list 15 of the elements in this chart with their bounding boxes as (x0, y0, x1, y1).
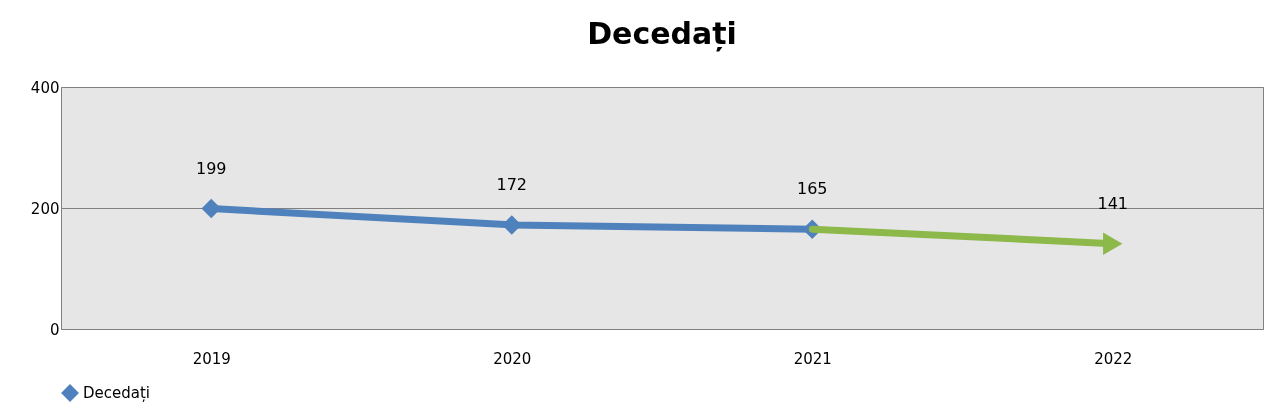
x-tick-label: 2022 (1094, 349, 1133, 368)
x-tick-label: 2020 (493, 349, 532, 368)
data-label: 141 (1097, 193, 1129, 213)
y-tick-label: 0 (49, 320, 60, 339)
chart-title: Decedați (587, 16, 737, 52)
point (201, 198, 221, 219)
point (502, 215, 522, 235)
data-label: 199 (195, 158, 227, 178)
y-tick-label: 200 (30, 199, 60, 218)
x-tick-label: 2019 (192, 349, 231, 368)
data-label: 165 (796, 179, 828, 199)
x-tick-label: 2021 (793, 349, 832, 368)
y-tick-label: 400 (30, 78, 60, 97)
data-label: 172 (496, 174, 528, 194)
legend-label: Decedați (83, 384, 151, 402)
